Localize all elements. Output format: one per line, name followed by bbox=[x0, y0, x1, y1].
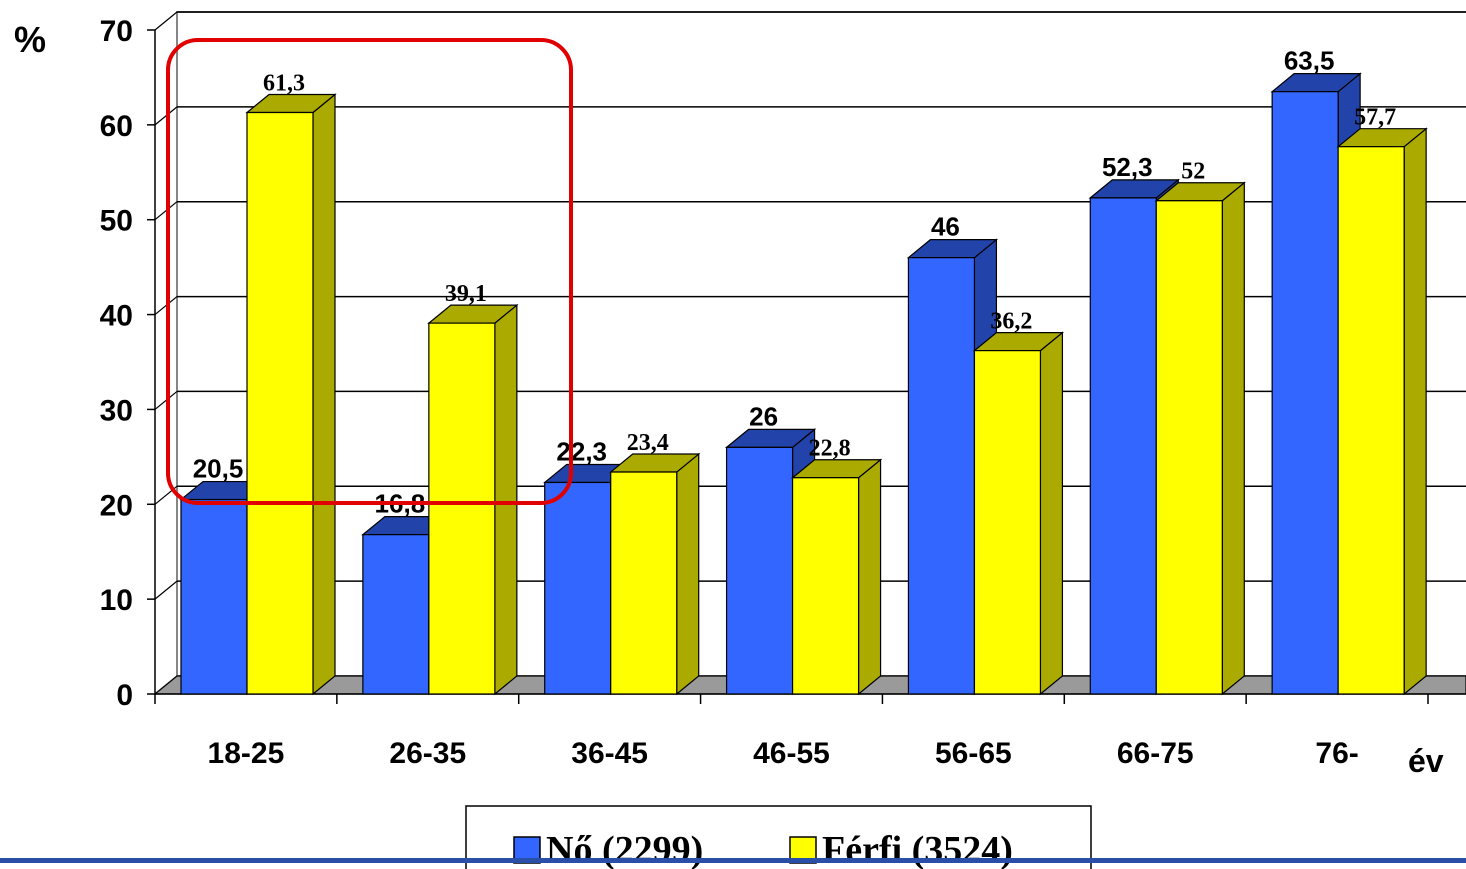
y-tick-label: 50 bbox=[100, 205, 133, 238]
x-tick-label: 46-55 bbox=[753, 737, 830, 770]
x-tick-label: 26-35 bbox=[389, 737, 466, 770]
bar-front bbox=[1271, 91, 1339, 695]
bar-value-label: 61,3 bbox=[263, 71, 305, 97]
bar-value-label: 22,3 bbox=[556, 436, 607, 466]
bar-front bbox=[246, 111, 314, 695]
bar-front bbox=[907, 257, 976, 695]
bar-front bbox=[1155, 200, 1223, 695]
bar-front bbox=[428, 322, 496, 695]
bar-side bbox=[676, 452, 700, 696]
y-tick-label: 30 bbox=[100, 394, 133, 427]
y-tick-label: 10 bbox=[100, 584, 133, 617]
bar-side bbox=[494, 303, 518, 696]
bar-side bbox=[1403, 127, 1427, 696]
footer-rule bbox=[0, 858, 1466, 863]
bar-ferfi bbox=[245, 93, 337, 696]
gridline-side bbox=[154, 580, 178, 600]
bar-front bbox=[1089, 197, 1157, 695]
bar-value-label: 52 bbox=[1181, 159, 1205, 185]
bar-ferfi bbox=[972, 331, 1065, 696]
x-tick-label: 66-75 bbox=[1117, 737, 1194, 770]
y-axis-unit: % bbox=[14, 19, 46, 60]
bar-front bbox=[610, 471, 678, 695]
bar-value-label: 23,4 bbox=[627, 430, 669, 456]
bar-side bbox=[1039, 331, 1064, 696]
y-tick-label: 40 bbox=[100, 300, 133, 333]
gridline-side bbox=[154, 11, 178, 31]
bar-ferfi bbox=[1336, 127, 1428, 696]
bar-ferfi bbox=[790, 458, 883, 696]
x-tick-label: 36-45 bbox=[571, 737, 648, 770]
y-axis: 0 10 20 30 40 50 60 70 bbox=[100, 15, 156, 712]
x-tick-label: 56-65 bbox=[935, 737, 1012, 770]
y-tick-label: 60 bbox=[100, 110, 133, 143]
bar-ferfi bbox=[427, 303, 519, 696]
bar-value-label: 52,3 bbox=[1102, 152, 1153, 182]
bar-ferfi bbox=[1154, 181, 1246, 696]
bar-value-label: 26 bbox=[749, 401, 778, 431]
value-labels: 20,561,316,839,122,3 23,42622,84636,252,3… bbox=[193, 46, 1396, 519]
bar-value-label: 57,7 bbox=[1354, 105, 1396, 131]
bar-value-label: 22,8 bbox=[809, 436, 851, 462]
bar-front bbox=[725, 446, 794, 695]
bar-value-label: 20,5 bbox=[193, 454, 244, 484]
bar-side bbox=[1221, 181, 1245, 696]
bar-front bbox=[180, 498, 248, 695]
bar-value-label: 63,5 bbox=[1284, 46, 1335, 76]
bar-value-label: 46 bbox=[931, 212, 960, 242]
bar-side bbox=[312, 93, 336, 696]
bar-front bbox=[973, 350, 1042, 695]
highlight-box bbox=[166, 38, 573, 505]
bar-ferfi bbox=[609, 452, 701, 696]
x-tick-label: 18-25 bbox=[208, 737, 285, 770]
bar-value-label: 39,1 bbox=[445, 281, 487, 307]
bar-front bbox=[362, 534, 430, 695]
bar-side bbox=[857, 458, 882, 696]
x-tick-label: 76- bbox=[1315, 737, 1358, 770]
x-axis: 18-25 26-35 36-45 46-55 56-65 66-75 76- bbox=[154, 693, 1466, 770]
bar-value-label: 36,2 bbox=[990, 309, 1032, 335]
y-tick-label: 70 bbox=[100, 15, 133, 48]
y-tick-label: 20 bbox=[100, 489, 133, 522]
bar-front bbox=[791, 477, 860, 695]
y-tick-label: 0 bbox=[116, 679, 133, 712]
bar-front bbox=[1337, 146, 1405, 695]
bars bbox=[179, 72, 1428, 696]
bar-front bbox=[544, 481, 612, 695]
x-axis-unit: év bbox=[1408, 743, 1444, 779]
